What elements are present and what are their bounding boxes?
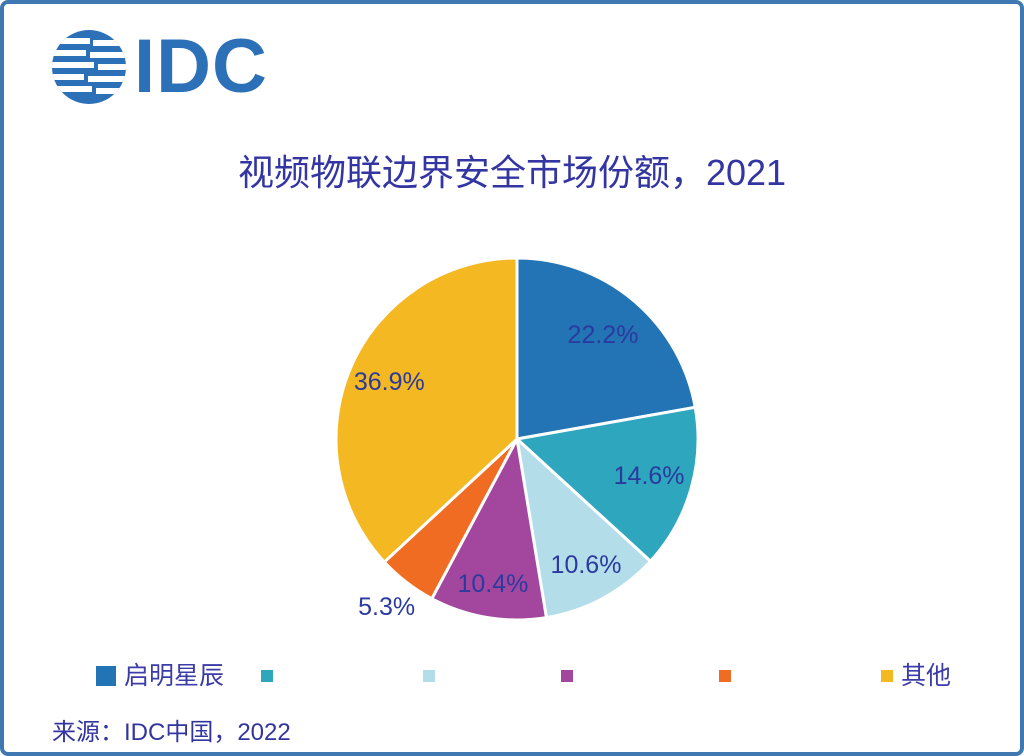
legend-label-0: 启明星辰 [124, 662, 225, 690]
legend-swatch-4 [719, 670, 731, 682]
legend-item-4 [719, 660, 731, 692]
pie-slice-1 [515, 405, 700, 563]
legend-item-0: 启明星辰 [96, 660, 224, 692]
legend-item-5: 其他 [881, 660, 951, 692]
pie-chart: 22.2% 14.6% 10.6% 10.4% 5.3% 36.9% [306, 228, 728, 650]
legend-swatch-5 [881, 670, 893, 682]
source-note: 来源：IDC中国，2022 [52, 719, 291, 746]
legend-item-1 [261, 660, 273, 692]
legend-swatch-1 [261, 670, 273, 682]
legend-item-3 [561, 660, 573, 692]
legend-swatch-0 [96, 666, 116, 686]
idc-logo: IDC [50, 28, 268, 106]
globe-stripes-icon [52, 30, 126, 104]
pie-data-label-3: 10.4% [457, 570, 528, 598]
pie-slice-3 [430, 437, 548, 622]
pie-data-label-2: 10.6% [551, 551, 622, 579]
legend-swatch-3 [561, 670, 573, 682]
chart-legend: 启明星辰 其他 [4, 660, 1020, 692]
logo-text: IDC [134, 24, 268, 109]
pie-slice-2 [515, 437, 652, 620]
chart-title: 视频物联边界安全市场份额，2021 [237, 152, 787, 193]
pie-data-label-5: 36.9% [354, 368, 425, 396]
legend-label-5: 其他 [901, 662, 952, 690]
pie-data-label-4: 5.3% [358, 593, 415, 621]
pie-data-label-0: 22.2% [568, 321, 639, 349]
legend-swatch-2 [423, 670, 435, 682]
pie-slice-5 [334, 256, 519, 564]
pie-svg: 22.2% 14.6% 10.6% 10.4% 5.3% 36.9% [334, 256, 700, 622]
pie-slice-0 [515, 256, 697, 441]
legend-item-2 [423, 660, 435, 692]
pie-data-label-1: 14.6% [614, 462, 685, 490]
